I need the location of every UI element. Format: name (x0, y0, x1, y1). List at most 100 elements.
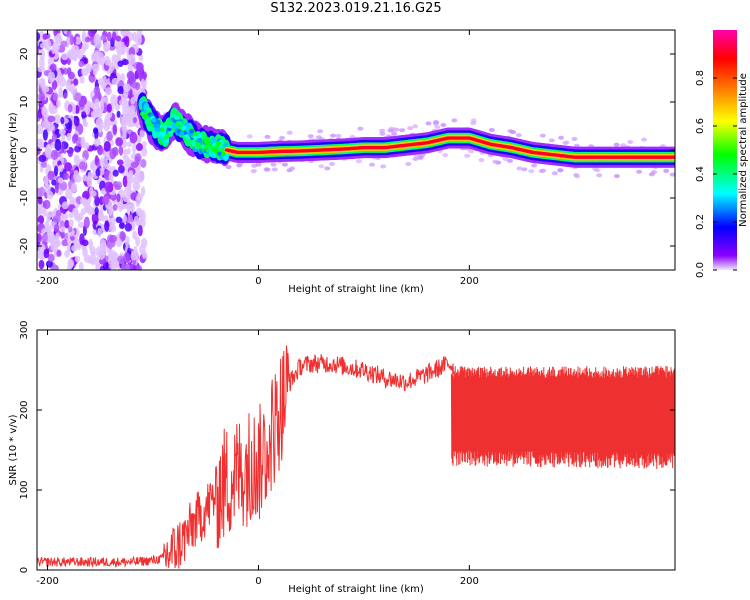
spectrogram-halo-cell (264, 167, 271, 172)
spectrogram-halo-cell (286, 130, 293, 135)
spectrogram-noise-cell (68, 212, 74, 219)
spectrogram-x-tick-label: 200 (460, 276, 479, 287)
spectrogram-halo-cell (442, 153, 449, 158)
spectrogram-halo-cell (433, 120, 440, 125)
colorbar-tick-label: 0.6 (695, 118, 706, 134)
spectrogram-noise-cell (49, 105, 58, 115)
spectrogram-y-tick-label: -10 (19, 190, 30, 206)
spectrogram-noise-cell (79, 75, 85, 84)
spectrogram-noise-cell (141, 250, 147, 260)
spectrogram-halo-cell (405, 162, 412, 167)
spectrogram-halo-cell (328, 161, 335, 166)
spectrogram-noise-cell (94, 256, 100, 269)
spectrogram-noise-cell (130, 201, 135, 214)
spectrogram-noise-cell (88, 238, 93, 251)
spectrogram-noise-cell (51, 134, 58, 142)
spectrogram-halo-cell (393, 127, 400, 132)
spectrogram-noise-cell (83, 120, 88, 128)
spectrogram-trace-region (136, 92, 675, 179)
spectrogram-halo-cell (531, 163, 538, 168)
spectrogram-noise-cell (123, 214, 128, 224)
spectrogram-halo-cell (380, 164, 387, 169)
spectrogram-noise-cell (140, 186, 146, 197)
spectrogram-noise-cell (43, 248, 50, 259)
spectrogram-noise-cell (83, 216, 90, 229)
snr-y-tick-label: 100 (19, 480, 30, 499)
spectrogram-noise-cell (106, 130, 113, 142)
spectrogram-halo-cell (574, 174, 581, 179)
spectrogram-noise-cell (37, 123, 44, 135)
spectrogram-noise-cell (112, 169, 119, 177)
spectrogram-trace-cell (185, 135, 191, 141)
spectrogram-noise-cell (60, 116, 65, 125)
spectrogram-noise-cell (88, 30, 96, 38)
colorbar-tick-label: 0.4 (695, 166, 706, 182)
spectrogram-trace-cell (220, 151, 226, 157)
spectrogram-halo-cell (592, 166, 599, 171)
spectrogram-noise-cell (108, 172, 114, 181)
spectrogram-noise-cell (91, 212, 100, 225)
spectrogram-noise-cell (55, 33, 62, 45)
snr-line-series (37, 345, 675, 569)
spectrogram-noise-cell (111, 77, 119, 85)
spectrogram-halo-cell (558, 135, 565, 140)
spectrogram-trace-cell (671, 155, 675, 159)
spectrogram-halo-cell (516, 166, 523, 171)
spectrogram-noise-cell (81, 239, 89, 247)
spectrogram-halo-cell (538, 169, 545, 174)
spectrogram-noise-cell (130, 251, 139, 261)
spectrogram-noise-cell (69, 169, 75, 176)
spectrogram-noise-cell (126, 70, 135, 80)
spectrogram-noise-cell (98, 248, 106, 260)
spectrogram-noise-cell (90, 190, 97, 197)
spectrogram-noise-cell (137, 225, 143, 237)
spectrogram-noise-cell (132, 142, 137, 154)
colorbar-tick-label: 0.0 (695, 262, 706, 278)
spectrogram-noise-cell (118, 144, 124, 156)
spectrogram-noise-cell (73, 210, 79, 221)
spectrogram-halo-cell (225, 165, 232, 170)
spectrogram-halo-cell (250, 169, 257, 174)
spectrogram-noise-cell (67, 104, 73, 113)
spectrogram-noise-cell (127, 141, 133, 148)
spectrogram-noise-cell (104, 87, 113, 96)
spectrogram-halo-cell (412, 157, 419, 162)
spectrogram-halo-cell (281, 162, 288, 167)
spectrogram-noise-cell (102, 96, 109, 105)
spectrogram-noise-cell (98, 212, 104, 222)
spectrogram-halo-cell (279, 135, 286, 140)
spectrogram-noise-cell (122, 175, 128, 188)
colorbar: 0.0 0.2 0.4 0.6 0.8 Normalized spectral ampl… (695, 30, 749, 278)
spectrogram-noise-cell (115, 35, 122, 42)
spectrogram-noise-cell (135, 264, 142, 270)
spectrogram-noise-cell (114, 184, 121, 191)
spectrogram-halo-cell (315, 135, 322, 140)
spectrogram-noise-cell (117, 255, 125, 265)
spectrogram-noise-cell (121, 232, 127, 241)
spectrogram-noise-cell (47, 234, 56, 244)
spectrogram-noise-cell (37, 107, 43, 119)
spectrogram-noise-cell (37, 146, 41, 156)
spectrogram-trace-cell (165, 133, 171, 139)
spectrogram-noise-cell (102, 41, 110, 53)
spectrogram-noise-cell (54, 139, 62, 151)
spectrogram-noise-cell (97, 227, 102, 238)
snr-x-tick-label: -200 (36, 576, 59, 587)
spectrogram-noise-cell (129, 263, 135, 270)
spectrogram-halo-cell (506, 158, 513, 163)
spectrogram-noise-cell (61, 239, 69, 247)
spectrogram-noise-cell (68, 260, 74, 270)
spectrogram-noise-cell (47, 71, 56, 84)
spectrogram-halo-cell (335, 133, 342, 138)
spectrogram-noise-cell (85, 36, 91, 43)
spectrogram-noise-cell (116, 193, 121, 203)
spectrogram-noise-cell (80, 136, 86, 148)
spectrogram-noise-cell (90, 251, 97, 264)
spectrogram-trace-cell (217, 151, 223, 156)
spectrogram-noise-cell (128, 46, 136, 57)
spectrogram-halo-cell (318, 164, 325, 169)
spectrogram-noise-cell (116, 159, 124, 166)
spectrogram-noise-cell (78, 60, 85, 68)
spectrogram-trace-cell (200, 144, 206, 149)
spectrogram-noise-cell (39, 49, 45, 61)
